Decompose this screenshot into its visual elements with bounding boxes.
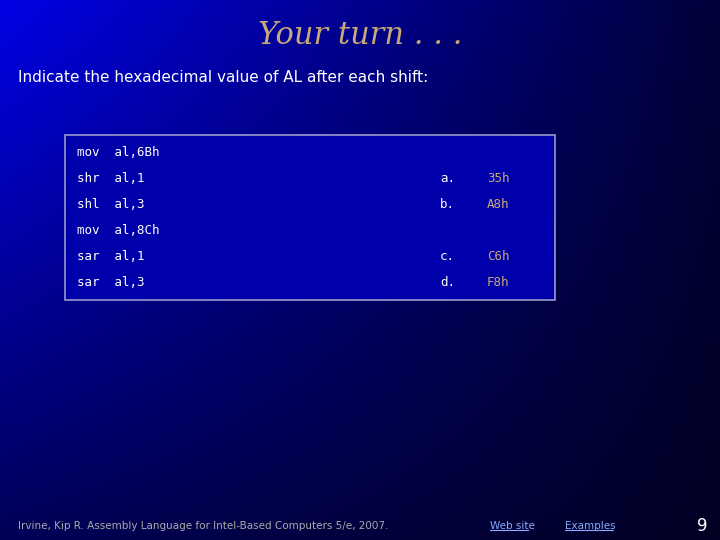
- Text: shr  al,1: shr al,1: [77, 172, 145, 185]
- Text: Examples: Examples: [565, 521, 616, 531]
- Text: 35h: 35h: [487, 172, 510, 185]
- Text: b.: b.: [440, 198, 455, 211]
- Text: A8h: A8h: [487, 198, 510, 211]
- Text: C6h: C6h: [487, 249, 510, 262]
- Text: F8h: F8h: [487, 275, 510, 288]
- Text: Your turn . . .: Your turn . . .: [258, 19, 462, 51]
- Text: Web site: Web site: [490, 521, 535, 531]
- Text: a.: a.: [440, 172, 455, 185]
- Text: shl  al,3: shl al,3: [77, 198, 145, 211]
- Text: 9: 9: [698, 517, 708, 535]
- Text: d.: d.: [440, 275, 455, 288]
- FancyBboxPatch shape: [65, 135, 555, 300]
- Text: Indicate the hexadecimal value of AL after each shift:: Indicate the hexadecimal value of AL aft…: [18, 71, 428, 85]
- Text: mov  al,8Ch: mov al,8Ch: [77, 224, 160, 237]
- Text: mov  al,6Bh: mov al,6Bh: [77, 145, 160, 159]
- Text: c.: c.: [440, 249, 455, 262]
- Text: Irvine, Kip R. Assembly Language for Intel-Based Computers 5/e, 2007.: Irvine, Kip R. Assembly Language for Int…: [18, 521, 388, 531]
- Text: sar  al,1: sar al,1: [77, 249, 145, 262]
- Text: sar  al,3: sar al,3: [77, 275, 145, 288]
